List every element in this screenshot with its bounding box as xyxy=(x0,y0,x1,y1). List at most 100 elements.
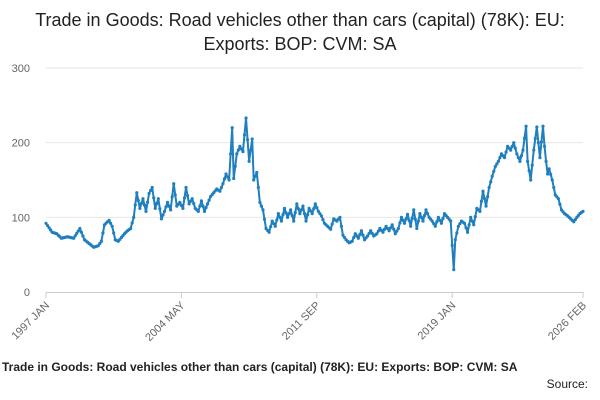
data-point[interactable] xyxy=(469,215,473,219)
data-point[interactable] xyxy=(492,169,496,174)
data-point[interactable] xyxy=(221,182,225,186)
data-point[interactable] xyxy=(542,144,547,148)
data-point[interactable] xyxy=(250,137,254,141)
data-point[interactable] xyxy=(438,218,442,222)
data-point[interactable] xyxy=(238,144,242,148)
data-point[interactable] xyxy=(295,202,299,206)
data-point[interactable] xyxy=(270,219,274,223)
data-point[interactable] xyxy=(192,201,196,206)
data-point[interactable] xyxy=(512,141,516,145)
data-point[interactable] xyxy=(387,229,391,233)
data-point[interactable] xyxy=(412,208,416,212)
data-point[interactable] xyxy=(478,209,482,213)
data-point[interactable] xyxy=(189,199,193,203)
data-point[interactable] xyxy=(482,197,487,201)
data-point[interactable] xyxy=(252,178,256,182)
data-point[interactable] xyxy=(178,200,182,204)
data-point[interactable] xyxy=(229,152,233,156)
data-point[interactable] xyxy=(164,205,168,209)
data-point[interactable] xyxy=(535,125,539,129)
data-point[interactable] xyxy=(167,204,171,208)
data-point[interactable] xyxy=(516,156,520,160)
data-point[interactable] xyxy=(190,197,194,201)
data-point[interactable] xyxy=(456,224,460,228)
data-point[interactable] xyxy=(142,203,147,207)
data-point[interactable] xyxy=(481,189,485,193)
data-point[interactable] xyxy=(533,136,537,141)
data-point[interactable] xyxy=(147,191,151,196)
data-point[interactable] xyxy=(165,200,170,204)
data-point[interactable] xyxy=(205,202,210,206)
data-point[interactable] xyxy=(112,231,116,235)
data-point[interactable] xyxy=(536,141,540,145)
data-point[interactable] xyxy=(421,219,425,223)
data-point[interactable] xyxy=(527,169,531,173)
data-point[interactable] xyxy=(138,206,142,210)
data-point[interactable] xyxy=(259,204,264,208)
data-point[interactable] xyxy=(232,176,236,181)
data-point[interactable] xyxy=(315,206,319,210)
data-point[interactable] xyxy=(424,208,428,212)
data-point[interactable] xyxy=(410,216,414,220)
data-point[interactable] xyxy=(224,172,228,176)
data-point[interactable] xyxy=(269,225,273,229)
data-point[interactable] xyxy=(425,212,430,216)
data-point[interactable] xyxy=(416,219,420,223)
data-point[interactable] xyxy=(309,209,313,213)
data-point[interactable] xyxy=(172,182,176,186)
data-point[interactable] xyxy=(267,230,271,234)
data-point[interactable] xyxy=(198,204,202,208)
data-point[interactable] xyxy=(396,226,400,231)
data-point[interactable] xyxy=(219,185,224,190)
data-point[interactable] xyxy=(273,224,277,228)
data-point[interactable] xyxy=(227,178,231,182)
data-point[interactable] xyxy=(455,231,459,235)
data-point[interactable] xyxy=(98,241,102,246)
data-point[interactable] xyxy=(253,174,257,178)
data-point[interactable] xyxy=(558,202,562,206)
data-point[interactable] xyxy=(276,212,280,216)
data-point[interactable] xyxy=(509,148,513,152)
data-point[interactable] xyxy=(339,224,344,228)
data-point[interactable] xyxy=(318,212,322,216)
data-point[interactable] xyxy=(249,148,253,152)
data-point[interactable] xyxy=(275,218,279,222)
data-point[interactable] xyxy=(81,234,85,238)
data-point[interactable] xyxy=(353,232,357,236)
data-point[interactable] xyxy=(202,209,207,213)
data-point[interactable] xyxy=(393,232,397,236)
data-point[interactable] xyxy=(130,221,134,225)
data-point[interactable] xyxy=(493,164,497,169)
data-point[interactable] xyxy=(413,217,417,221)
data-point[interactable] xyxy=(369,229,373,233)
data-point[interactable] xyxy=(161,213,165,217)
data-point[interactable] xyxy=(473,214,477,219)
data-point[interactable] xyxy=(370,231,374,235)
data-point[interactable] xyxy=(132,215,136,219)
data-point[interactable] xyxy=(159,217,163,221)
data-point[interactable] xyxy=(395,229,399,233)
data-point[interactable] xyxy=(299,208,304,212)
data-point[interactable] xyxy=(530,163,534,167)
data-point[interactable] xyxy=(204,206,208,210)
data-point[interactable] xyxy=(99,239,103,243)
data-point[interactable] xyxy=(359,229,364,233)
data-point[interactable] xyxy=(256,185,260,190)
data-point[interactable] xyxy=(181,206,185,210)
data-point[interactable] xyxy=(375,232,379,236)
data-point[interactable] xyxy=(79,230,83,234)
data-point[interactable] xyxy=(404,217,408,221)
data-point[interactable] xyxy=(236,148,240,152)
data-point[interactable] xyxy=(526,159,530,163)
data-point[interactable] xyxy=(502,156,507,160)
data-point[interactable] xyxy=(402,221,407,225)
data-point[interactable] xyxy=(538,156,542,160)
data-point[interactable] xyxy=(144,209,148,213)
data-point[interactable] xyxy=(522,136,527,140)
data-point[interactable] xyxy=(486,195,490,199)
data-point[interactable] xyxy=(552,185,556,190)
data-point[interactable] xyxy=(390,223,394,227)
data-point[interactable] xyxy=(75,231,79,235)
data-point[interactable] xyxy=(398,221,402,225)
data-point[interactable] xyxy=(529,178,533,182)
